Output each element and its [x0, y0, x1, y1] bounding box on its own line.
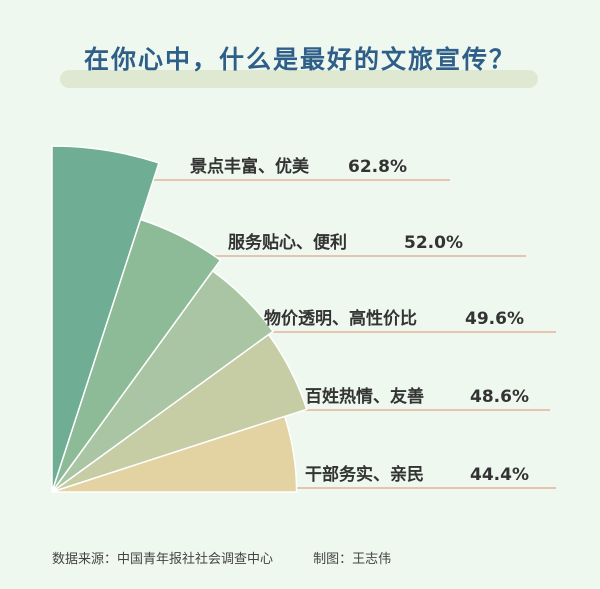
- category-label-3: 物价透明、高性价比: [264, 308, 417, 329]
- source-note: 数据来源：中国青年报社社会调查中心: [52, 552, 274, 567]
- fan-wedge-3: [51, 269, 275, 493]
- author-note: 制图：王志伟: [313, 552, 392, 567]
- value-label-5: 44.4%: [470, 465, 529, 485]
- category-label-2: 服务贴心、便利: [228, 232, 347, 253]
- fan-wedge-5: [51, 415, 298, 493]
- fan-wedge-1: [51, 145, 160, 493]
- footer: 数据来源：中国青年报社社会调查中心 制图：王志伟: [52, 548, 427, 567]
- value-label-4: 48.6%: [470, 387, 529, 407]
- chart-title: 在你心中，什么是最好的文旅宣传？: [83, 45, 516, 74]
- fan-wedge-2: [51, 218, 222, 493]
- title-highlight: [60, 70, 538, 88]
- value-label-2: 52.0%: [404, 233, 463, 253]
- category-label-1: 景点丰富、优美: [190, 156, 310, 177]
- fan-wedge-4: [51, 333, 308, 493]
- value-label-3: 49.6%: [465, 309, 524, 329]
- category-label-4: 百姓热情、友善: [305, 386, 424, 407]
- category-label-5: 干部务实、亲民: [305, 464, 424, 485]
- value-label-1: 62.8%: [348, 157, 407, 177]
